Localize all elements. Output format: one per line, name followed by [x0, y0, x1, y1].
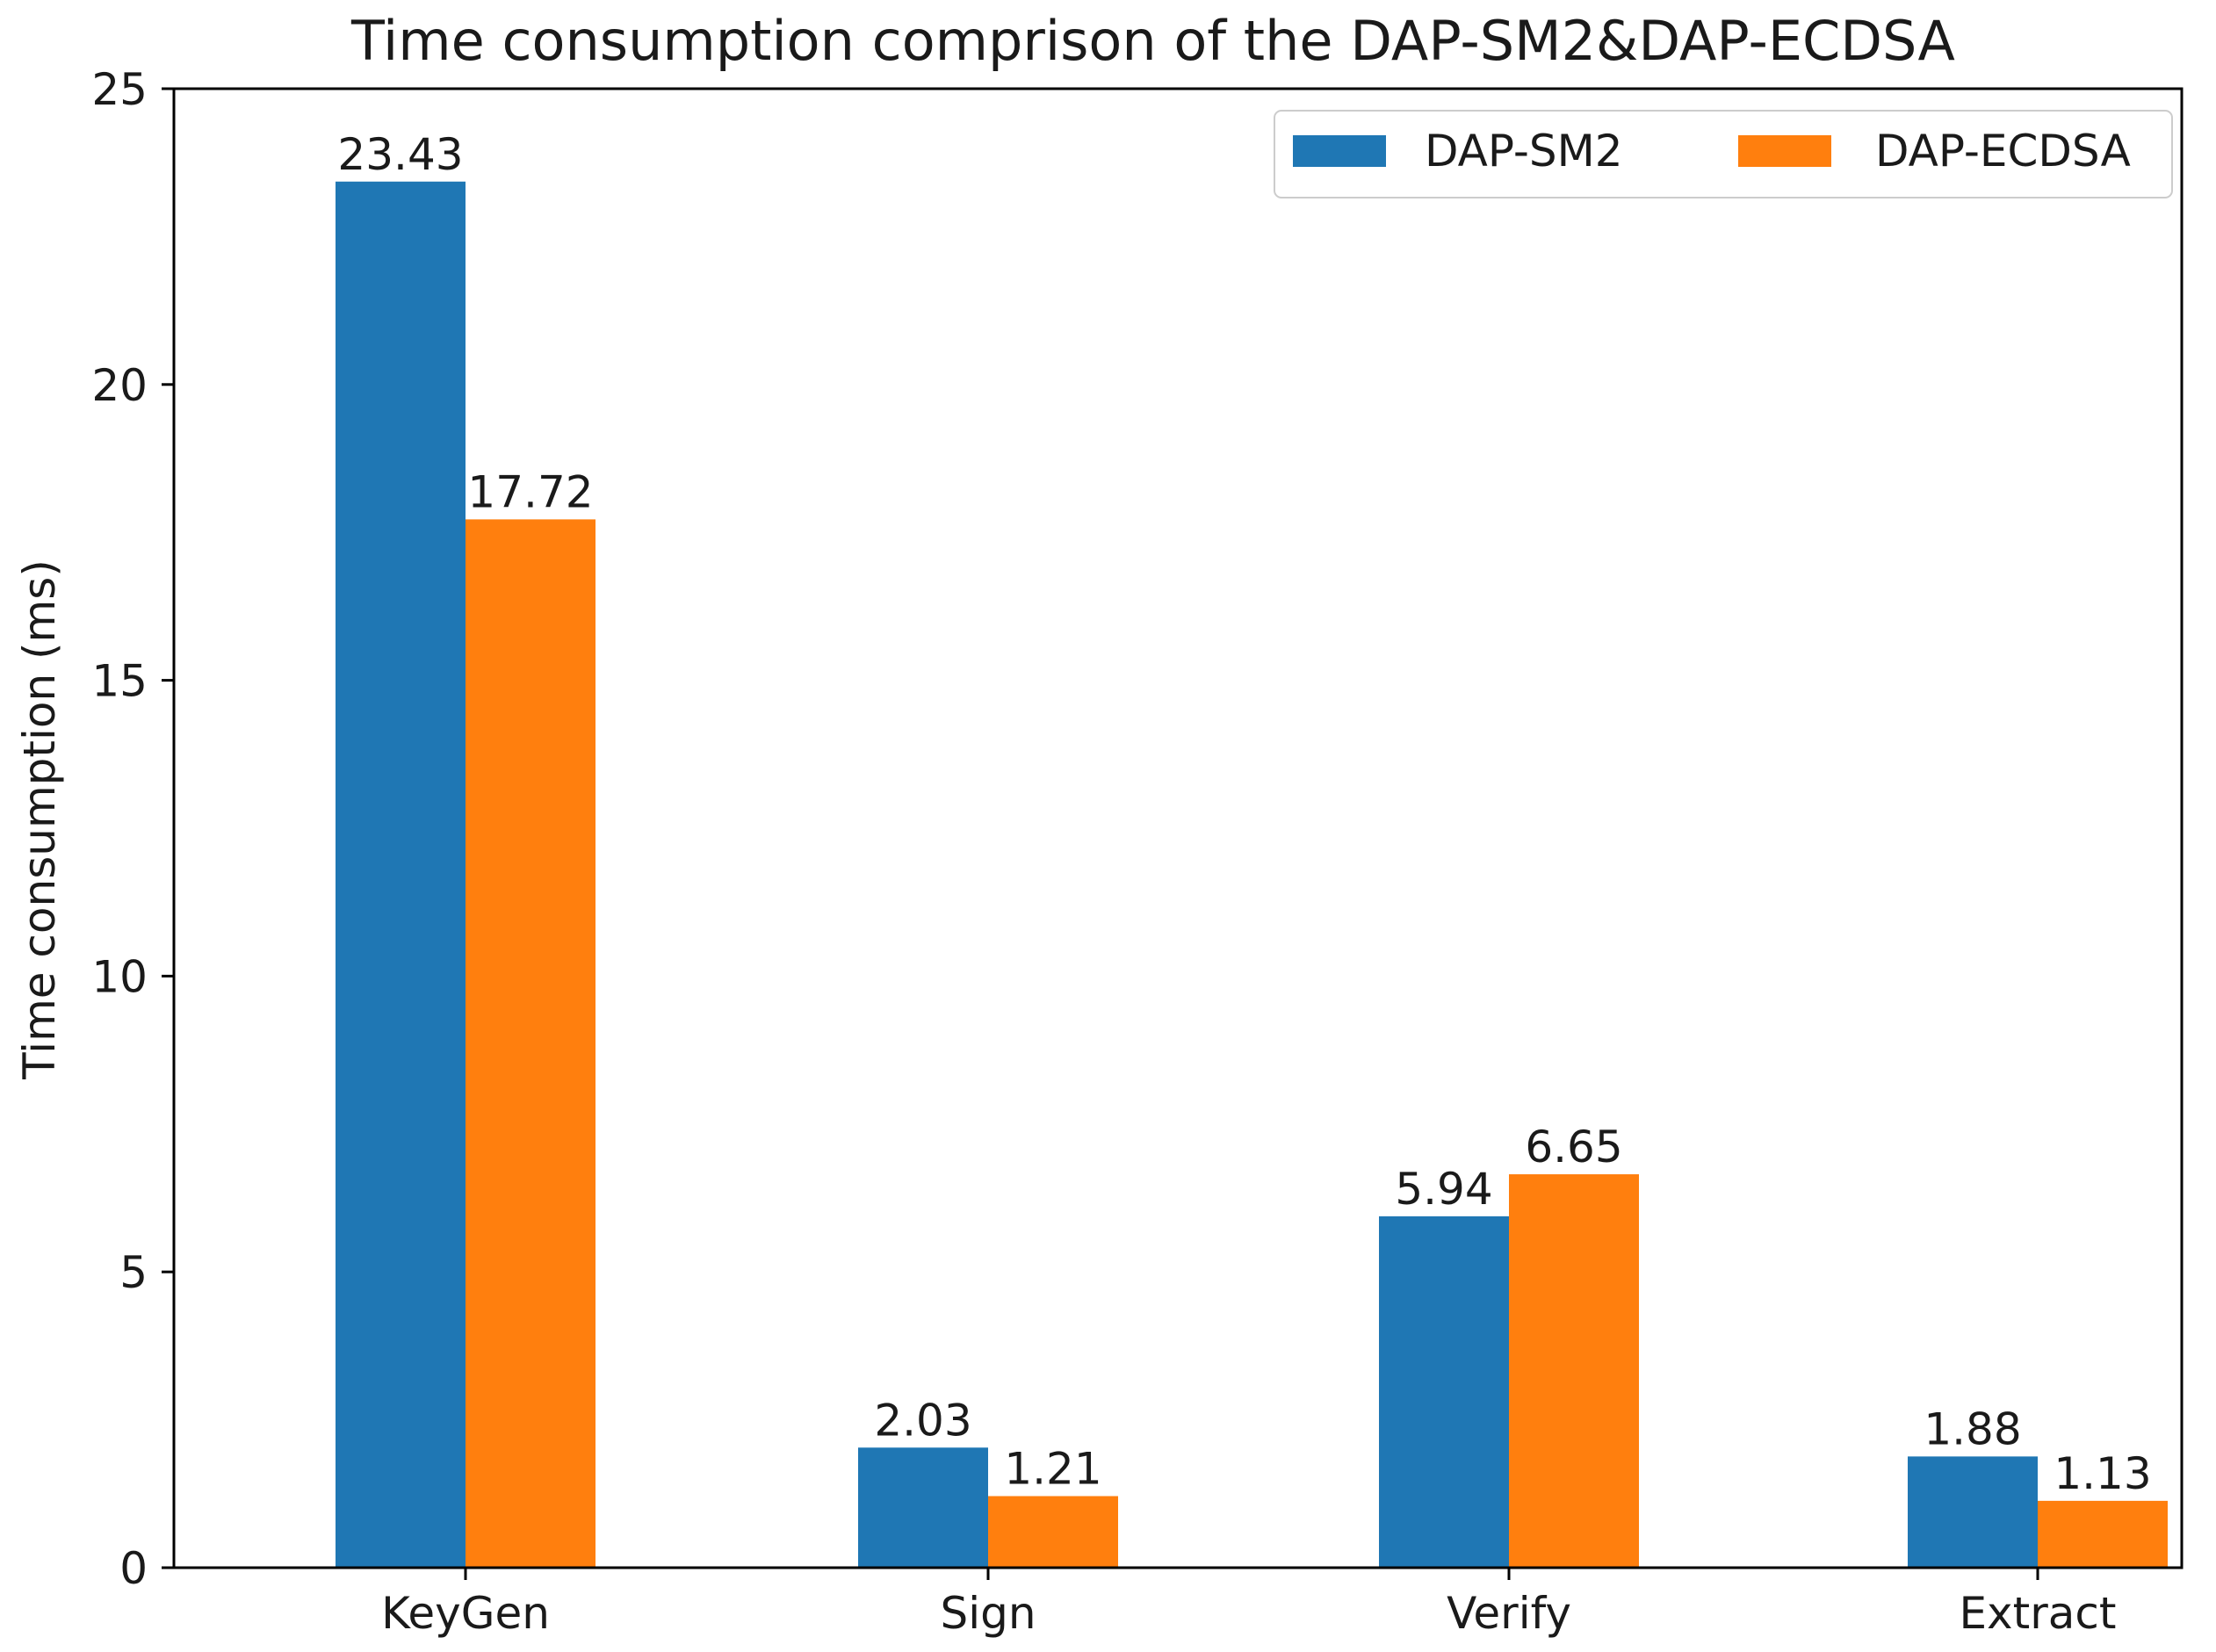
- y-tick-label-20: 20: [91, 360, 148, 411]
- chart-title: Time consumption comprison of the DAP-SM…: [350, 9, 1955, 73]
- data-label-verify-dap-sm2: 5.94: [1395, 1164, 1492, 1215]
- x-axis-ticks: KeyGen Sign Verify Extract: [381, 1568, 2117, 1639]
- legend-label-dap-sm2: DAP-SM2: [1425, 126, 1623, 177]
- data-label-sign-dap-ecdsa: 1.21: [1004, 1443, 1101, 1494]
- y-tick-label-25: 25: [91, 64, 148, 115]
- data-label-sign-dap-sm2: 2.03: [874, 1395, 971, 1446]
- y-tick-label-10: 10: [91, 951, 148, 1002]
- bar-verify-dap-sm2: [1379, 1216, 1509, 1568]
- bar-extract-dap-ecdsa: [2038, 1500, 2168, 1568]
- legend: DAP-SM2 DAP-ECDSA: [1274, 110, 2173, 198]
- bar-extract-dap-sm2: [1908, 1456, 2038, 1568]
- legend-box: [1274, 110, 2173, 198]
- x-tick-label-extract: Extract: [1959, 1588, 2116, 1639]
- bars-group: [336, 181, 2168, 1568]
- y-tick-label-0: 0: [119, 1543, 148, 1594]
- data-label-extract-dap-ecdsa: 1.13: [2054, 1448, 2151, 1499]
- bar-sign-dap-sm2: [858, 1447, 988, 1568]
- plot-area-frame: [172, 87, 2184, 1569]
- legend-label-dap-ecdsa: DAP-ECDSA: [1875, 126, 2131, 177]
- bar-keygen-dap-ecdsa: [466, 519, 596, 1568]
- bar-verify-dap-ecdsa: [1509, 1174, 1639, 1568]
- x-tick-label-verify: Verify: [1447, 1588, 1571, 1639]
- data-label-keygen-dap-ecdsa: 17.72: [467, 466, 593, 517]
- y-tick-label-5: 5: [119, 1247, 148, 1298]
- y-axis-ticks: 0 5 10 15 20 25: [91, 64, 174, 1594]
- legend-swatch-dap-sm2: [1293, 135, 1386, 167]
- data-label-verify-dap-ecdsa: 6.65: [1525, 1122, 1622, 1172]
- data-labels-group: 23.43 17.72 2.03 1.21 5.94 6.65 1.88 1.13: [337, 129, 2151, 1499]
- data-label-keygen-dap-sm2: 23.43: [337, 129, 463, 180]
- legend-swatch-dap-ecdsa: [1738, 135, 1831, 167]
- y-axis-label: Time consumption (ms): [14, 559, 65, 1080]
- x-tick-label-sign: Sign: [940, 1588, 1036, 1639]
- bar-sign-dap-ecdsa: [988, 1496, 1118, 1568]
- data-label-extract-dap-sm2: 1.88: [1924, 1403, 2021, 1454]
- bar-keygen-dap-sm2: [336, 181, 466, 1568]
- y-tick-label-15: 15: [91, 656, 148, 707]
- x-tick-label-keygen: KeyGen: [381, 1588, 550, 1639]
